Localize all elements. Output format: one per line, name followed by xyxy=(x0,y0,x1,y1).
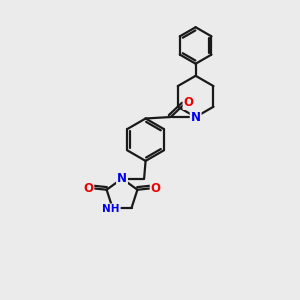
Text: N: N xyxy=(117,172,127,185)
Text: O: O xyxy=(151,182,161,195)
Text: O: O xyxy=(83,182,93,195)
Text: N: N xyxy=(190,110,201,124)
Text: NH: NH xyxy=(102,204,120,214)
Text: O: O xyxy=(184,96,194,109)
